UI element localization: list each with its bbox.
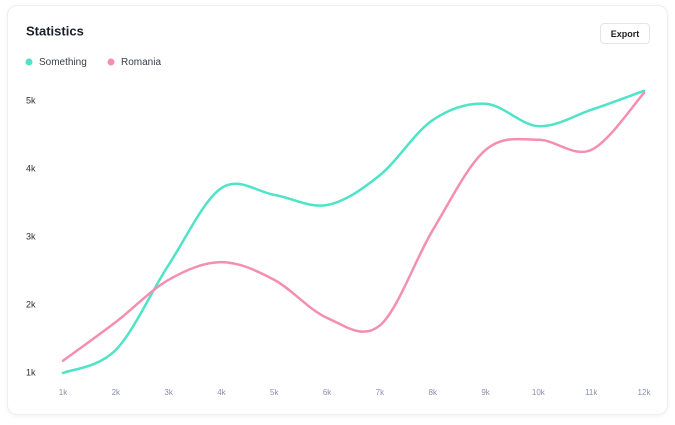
chart-title: Statistics	[26, 23, 84, 38]
legend-label: Something	[39, 57, 87, 68]
series-line	[61, 91, 646, 363]
x-tick-label: 11k	[585, 388, 598, 397]
legend-marker	[25, 58, 33, 66]
y-tick-label: 2k	[26, 299, 36, 309]
y-tick-label: 4k	[26, 163, 36, 173]
export-button[interactable]: Export	[600, 23, 650, 44]
x-tick-label: 6k	[323, 388, 332, 397]
x-tick-label: 10k	[532, 388, 546, 397]
y-tick-label: 5k	[26, 95, 36, 105]
x-tick-label: 8k	[429, 388, 438, 397]
x-tick-label: 1k	[59, 388, 68, 397]
series-line	[61, 89, 646, 375]
x-tick-label: 7k	[376, 388, 385, 397]
y-tick-label: 3k	[26, 231, 36, 241]
x-tick-label: 3k	[164, 388, 173, 397]
legend-label: Romania	[121, 57, 161, 68]
legend-marker	[107, 58, 115, 66]
x-tick-label: 9k	[481, 388, 490, 397]
x-tick-label: 2k	[112, 388, 121, 397]
x-tick-label: 4k	[217, 388, 226, 397]
x-tick-label: 12k	[638, 388, 652, 397]
x-tick-label: 5k	[270, 388, 279, 397]
y-tick-label: 1k	[26, 367, 36, 377]
